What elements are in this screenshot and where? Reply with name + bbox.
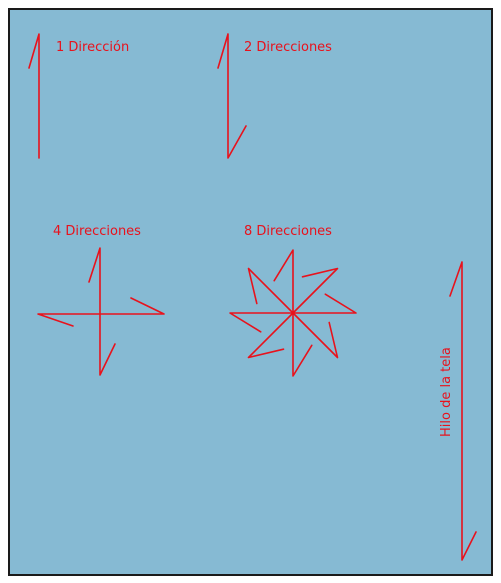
eight-directions-label: 8 Direcciones <box>244 224 332 239</box>
eight-directions-arrow-down-left <box>247 312 294 359</box>
eight-directions-arrow-down <box>292 312 313 377</box>
grain-line-group: Hilo de la tela <box>439 261 477 561</box>
eight-directions-arrow-down-right <box>292 312 339 359</box>
two-directions-label: 2 Direcciones <box>244 40 332 55</box>
four-directions-arrow-up <box>88 247 101 315</box>
one-direction-group: 1 Dirección <box>28 33 129 159</box>
grain-line-label: Hilo de la tela <box>439 347 454 437</box>
eight-directions-arrow-up <box>273 249 294 314</box>
one-direction-label: 1 Dirección <box>56 40 129 55</box>
eight-directions-arrow-up-right <box>292 267 339 314</box>
four-directions-label: 4 Direcciones <box>53 224 141 239</box>
eight-directions-arrow-left <box>229 312 294 333</box>
grain-line-arrow <box>449 261 477 561</box>
eight-directions-star <box>229 249 357 377</box>
eight-directions-group: 8 Direcciones <box>229 224 357 377</box>
two-directions-arrow <box>217 33 247 159</box>
four-directions-arrow-right <box>99 297 165 315</box>
two-directions-group: 2 Direcciones <box>217 33 332 159</box>
four-directions-arrow-down <box>99 313 116 376</box>
eight-directions-arrow-right <box>292 293 357 314</box>
diagram-panel <box>8 8 493 576</box>
four-directions-group: 4 Direcciones <box>37 224 165 376</box>
eight-directions-arrow-up-left <box>247 267 294 314</box>
four-directions-arrow-left <box>37 313 101 327</box>
one-direction-arrow <box>28 33 40 159</box>
